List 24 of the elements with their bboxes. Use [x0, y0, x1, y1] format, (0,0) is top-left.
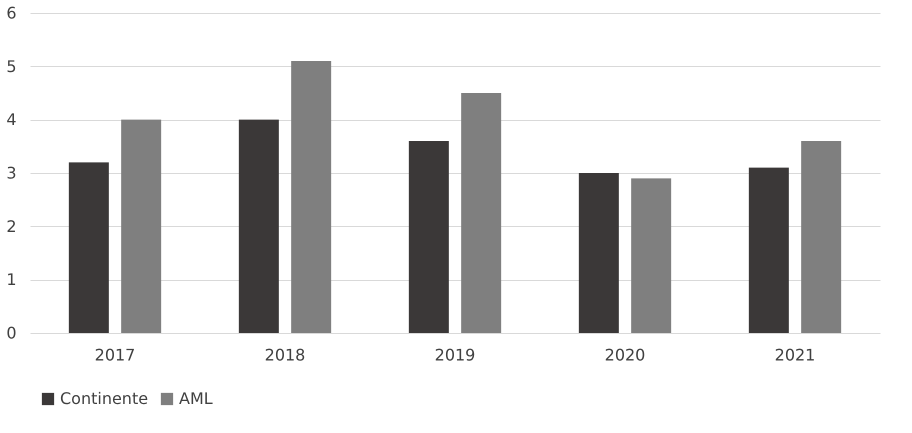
y-tick-label: 6	[6, 4, 16, 22]
x-tick-label: 2021	[774, 346, 816, 364]
legend-label: Continente	[60, 389, 148, 408]
bar	[291, 61, 332, 333]
x-tick-label: 2020	[604, 346, 646, 364]
bar	[238, 120, 279, 333]
bar	[578, 173, 619, 333]
y-tick-label: 5	[6, 56, 16, 76]
y-tick-label: 4	[6, 110, 16, 130]
x-tick-label: 2018	[264, 346, 306, 364]
x-tick-label: 2017	[94, 346, 136, 364]
bar	[461, 93, 502, 333]
y-tick-label: 0	[6, 324, 16, 342]
bar	[408, 141, 449, 333]
bar	[68, 162, 109, 333]
y-tick-label: 2	[6, 216, 16, 236]
bar	[631, 178, 672, 333]
bar	[801, 141, 842, 333]
bar	[121, 120, 162, 333]
bar	[748, 168, 789, 333]
y-tick-label: 1	[6, 270, 16, 290]
legend-label: AML	[179, 389, 213, 408]
y-tick-label: 3	[6, 164, 16, 182]
x-tick-label: 2019	[434, 346, 476, 364]
